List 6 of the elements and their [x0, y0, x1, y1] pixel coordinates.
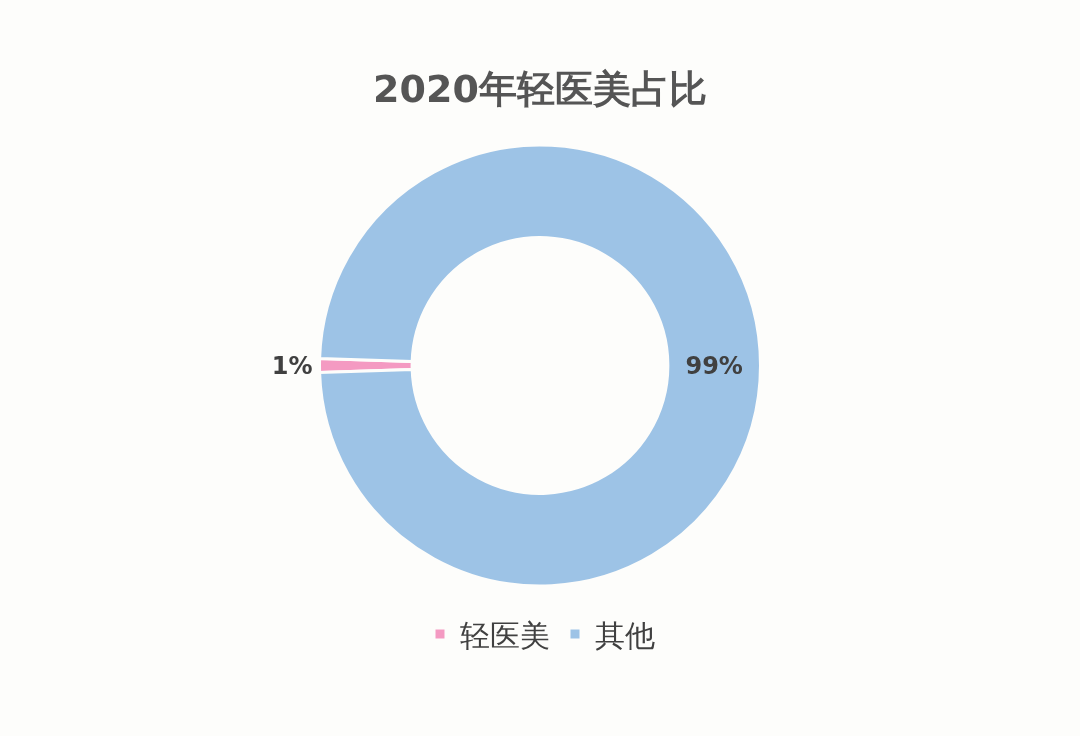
- data-label: 99%: [685, 351, 743, 380]
- legend-label: 其他: [595, 617, 655, 653]
- donut-slice: [318, 143, 762, 588]
- legend-label: 轻医美: [460, 617, 550, 653]
- data-label: 1%: [271, 351, 313, 380]
- chart-title: 2020年轻医美占比: [373, 66, 707, 111]
